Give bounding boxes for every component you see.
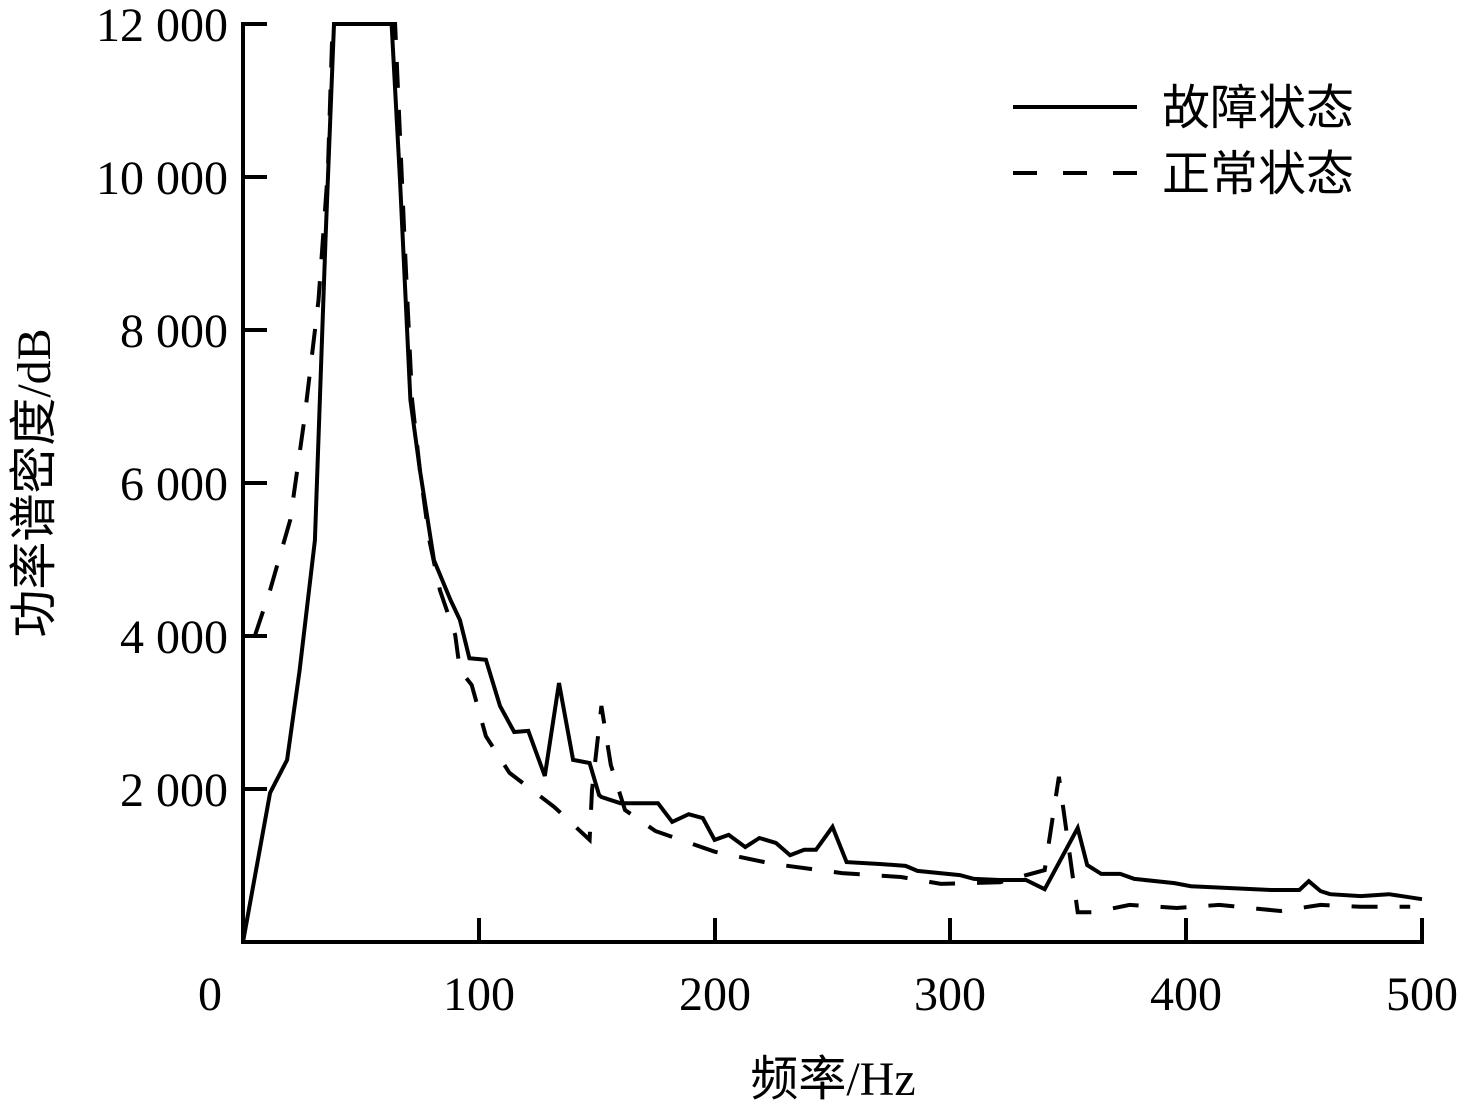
legend-item-fault: 故障状态 <box>1013 82 1354 135</box>
x-tick-label: 200 <box>679 968 751 1021</box>
y-axis-title: 功率谱密度/dB <box>8 328 61 637</box>
legend-label: 故障状态 <box>1162 82 1354 135</box>
y-tick-label: 8 000 <box>120 305 228 358</box>
y-tick-labels: 12 000 10 000 8 000 6 000 4 000 2 000 <box>96 0 228 817</box>
y-tick-label: 12 000 <box>96 0 228 52</box>
x-ticks <box>477 918 1424 942</box>
y-tick-label: 10 000 <box>96 152 228 205</box>
legend-label: 正常状态 <box>1162 148 1354 201</box>
x-tick-label: 100 <box>443 968 515 1021</box>
y-tick-label: 4 000 <box>120 611 228 664</box>
x-axis-title: 频率/Hz <box>750 1053 915 1106</box>
x-tick-label: 0 <box>198 968 222 1021</box>
series-normal-state-line <box>252 22 1411 915</box>
x-tick-label: 400 <box>1150 968 1222 1021</box>
y-tick-label: 6 000 <box>120 458 228 511</box>
legend-item-normal: 正常状态 <box>1013 148 1354 201</box>
x-tick-label: 300 <box>914 968 986 1021</box>
legend: 故障状态 正常状态 <box>1013 82 1354 201</box>
x-tick-labels: 0 100 200 300 400 500 <box>198 968 1458 1021</box>
x-tick-label: 500 <box>1386 968 1458 1021</box>
plot-area <box>243 22 1423 943</box>
y-ticks <box>243 22 267 791</box>
y-tick-label: 2 000 <box>120 764 228 817</box>
